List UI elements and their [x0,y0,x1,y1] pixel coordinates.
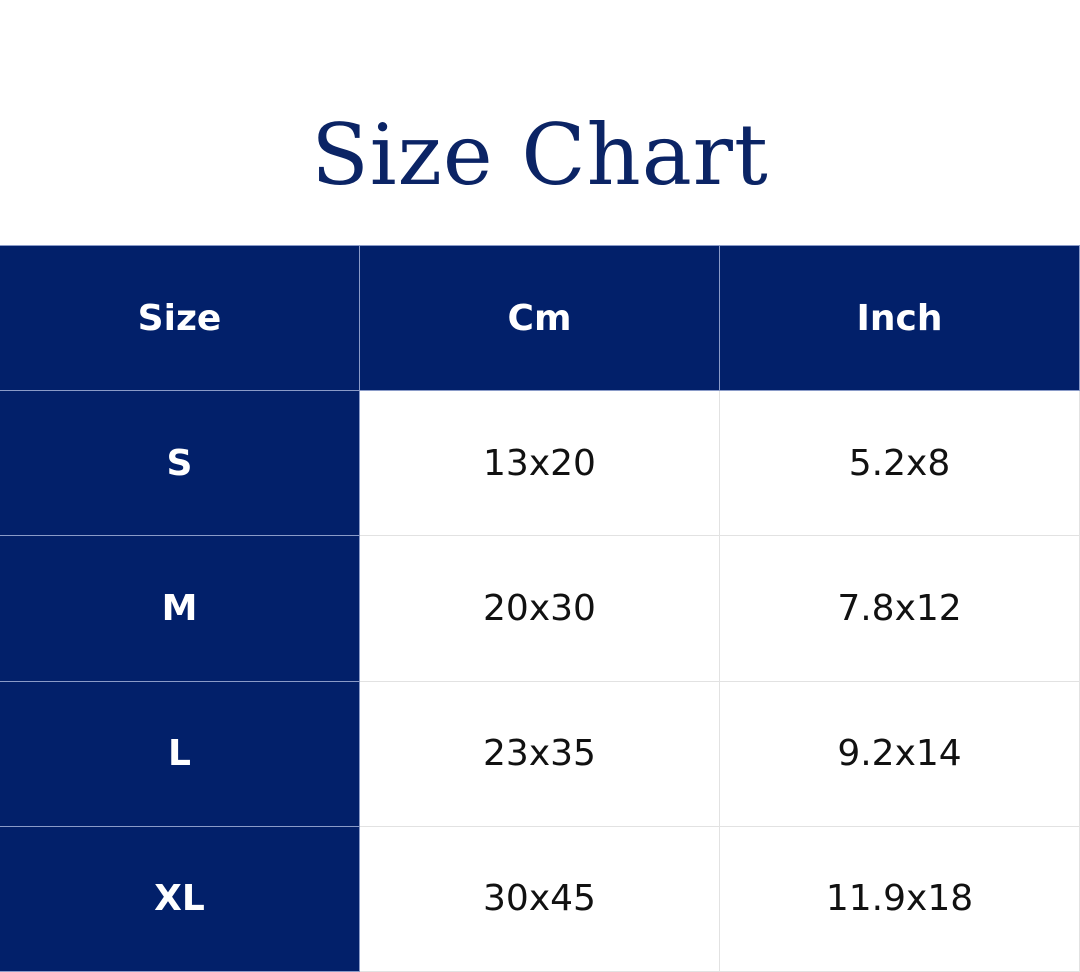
row-inch: 11.9x18 [720,826,1080,972]
row-size: M [0,536,360,682]
header-inch: Inch [720,246,1080,392]
row-size: L [0,681,360,827]
row-size: XL [0,826,360,972]
row-inch: 7.8x12 [720,536,1080,682]
row-inch: 5.2x8 [720,391,1080,537]
row-cm: 13x20 [360,391,720,537]
row-cm: 20x30 [360,536,720,682]
row-cm: 23x35 [360,681,720,827]
row-size: S [0,391,360,537]
row-inch: 9.2x14 [720,681,1080,827]
header-size: Size [0,246,360,392]
header-cm: Cm [360,246,720,392]
size-table: Size Cm Inch S 13x20 5.2x8 M 20x30 7.8x1… [0,245,1080,972]
page-title: Size Chart [311,106,769,204]
row-cm: 30x45 [360,826,720,972]
